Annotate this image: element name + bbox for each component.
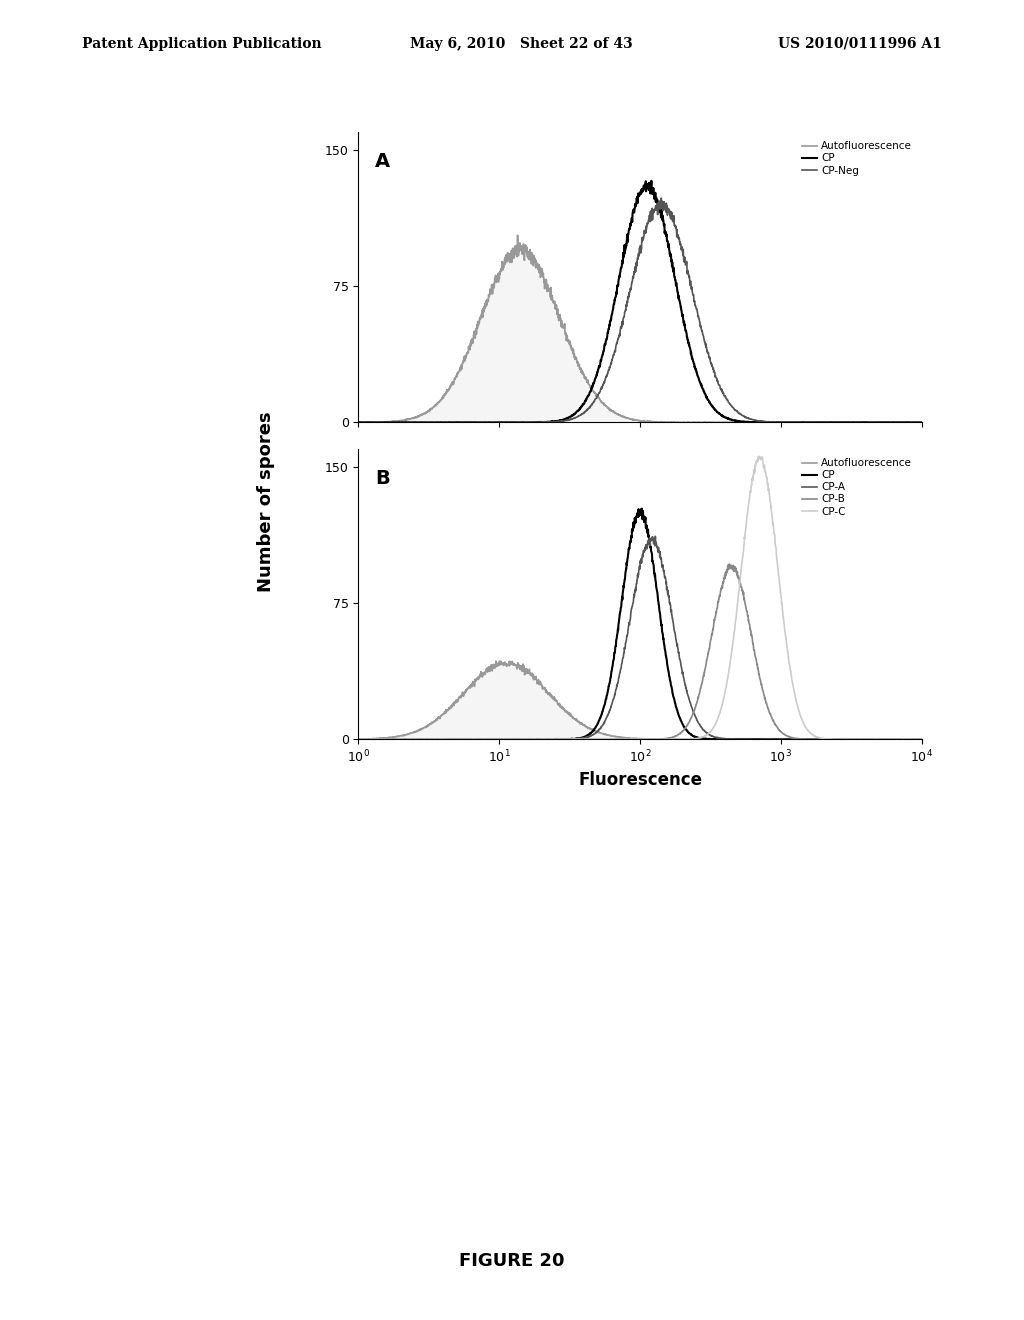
Text: FIGURE 20: FIGURE 20 [459,1251,565,1270]
Text: B: B [375,469,390,488]
Text: Number of spores: Number of spores [257,412,275,591]
Legend: Autofluorescence, CP, CP-A, CP-B, CP-C: Autofluorescence, CP, CP-A, CP-B, CP-C [798,454,916,520]
Text: May 6, 2010   Sheet 22 of 43: May 6, 2010 Sheet 22 of 43 [410,37,633,51]
Legend: Autofluorescence, CP, CP-Neg: Autofluorescence, CP, CP-Neg [798,137,916,180]
X-axis label: Fluorescence: Fluorescence [578,771,702,789]
Text: US 2010/0111996 A1: US 2010/0111996 A1 [778,37,942,51]
Text: Patent Application Publication: Patent Application Publication [82,37,322,51]
Text: A: A [375,152,390,172]
